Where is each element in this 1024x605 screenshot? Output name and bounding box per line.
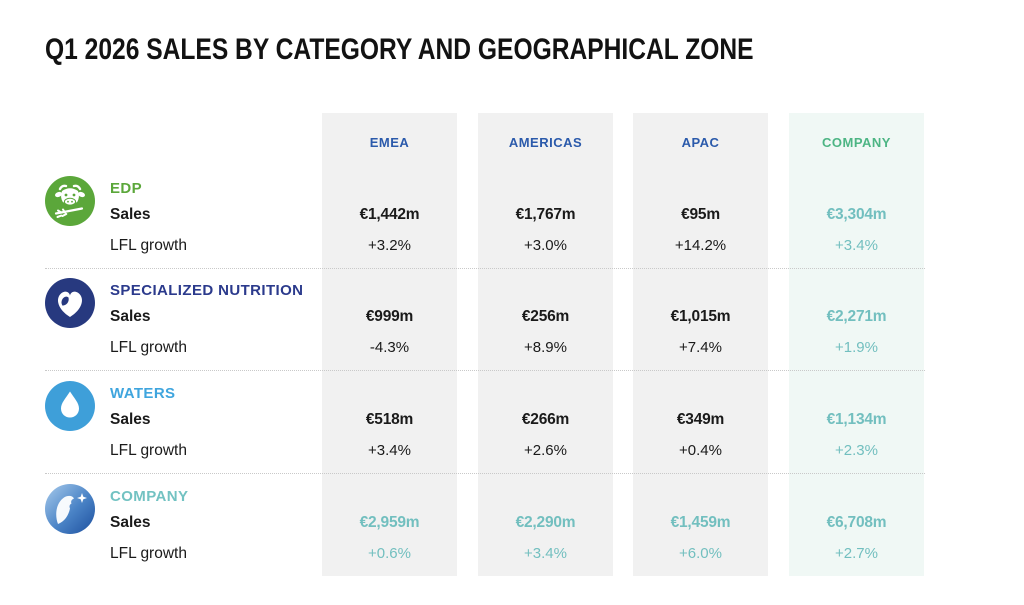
sn-sales-company: €2,271m [826,308,887,325]
edp-lfl-apac: +14.2% [674,237,727,254]
company-lfl-apac: +6.0% [679,545,722,562]
sn-sales-emea: €999m [365,308,414,325]
column-bg-apac [633,113,768,576]
lfl-growth-row-label: LFL growth [110,442,187,459]
edp-sales-emea: €1,442m [359,206,420,223]
category-label-waters: WATERS [110,385,176,402]
sn-lfl-company: +1.9% [835,339,878,356]
column-bg-americas [478,113,613,576]
category-label-edp: EDP [110,180,143,197]
column-bg-company [789,113,924,576]
sales-row-label: Sales [110,308,151,325]
edp-lfl-americas: +3.0% [524,237,567,254]
sn-sales-apac: €1,015m [670,308,731,325]
heart-hand-icon [45,278,95,328]
category-label-company: COMPANY [110,488,189,505]
row-divider [45,370,925,371]
sales-row-label: Sales [110,411,151,428]
edp-lfl-emea: +3.2% [368,237,411,254]
company-sales-company: €6,708m [826,514,887,531]
company-lfl-americas: +3.4% [524,545,567,562]
table-row-edp: EDP Sales LFL growth €1,442m €1,767m €95… [0,176,1024,269]
company-sales-americas: €2,290m [515,514,576,531]
waters-lfl-emea: +3.4% [368,442,411,459]
edp-sales-company: €3,304m [826,206,887,223]
category-label-specialized-nutrition: SPECIALIZED NUTRITION [110,282,304,299]
sn-sales-americas: €256m [521,308,570,325]
column-header-emea: EMEA [369,135,410,150]
waters-lfl-company: +2.3% [835,442,878,459]
waters-sales-emea: €518m [365,411,414,428]
table-row-waters: WATERS Sales LFL growth €518m €266m €349… [0,381,1024,474]
waters-lfl-americas: +2.6% [524,442,567,459]
sn-lfl-americas: +8.9% [524,339,567,356]
table-row-specialized-nutrition: SPECIALIZED NUTRITION Sales LFL growth €… [0,278,1024,371]
sn-lfl-emea: -4.3% [369,339,410,356]
lfl-growth-row-label: LFL growth [110,545,187,562]
company-lfl-company: +2.7% [835,545,878,562]
page-title: Q1 2026 SALES BY CATEGORY AND GEOGRAPHIC… [45,33,754,66]
sn-lfl-apac: +7.4% [679,339,722,356]
edp-sales-americas: €1,767m [515,206,576,223]
water-drop-icon [45,381,95,431]
sales-row-label: Sales [110,206,151,223]
waters-sales-apac: €349m [676,411,725,428]
table-row-company: COMPANY Sales LFL growth €2,959m €2,290m… [0,484,1024,576]
waters-lfl-apac: +0.4% [679,442,722,459]
column-header-company: COMPANY [822,135,891,150]
column-header-americas: AMERICAS [508,135,583,150]
row-divider [45,473,925,474]
column-header-apac: APAC [681,135,720,150]
cow-icon [45,176,95,226]
waters-sales-company: €1,134m [826,411,887,428]
waters-sales-americas: €266m [521,411,570,428]
company-lfl-emea: +0.6% [368,545,411,562]
edp-lfl-company: +3.4% [835,237,878,254]
lfl-growth-row-label: LFL growth [110,237,187,254]
edp-sales-apac: €95m [681,206,720,223]
company-sales-emea: €2,959m [359,514,420,531]
row-divider [45,268,925,269]
globe-child-star-icon [45,484,95,534]
lfl-growth-row-label: LFL growth [110,339,187,356]
column-bg-emea [322,113,457,576]
company-sales-apac: €1,459m [670,514,731,531]
sales-row-label: Sales [110,514,151,531]
